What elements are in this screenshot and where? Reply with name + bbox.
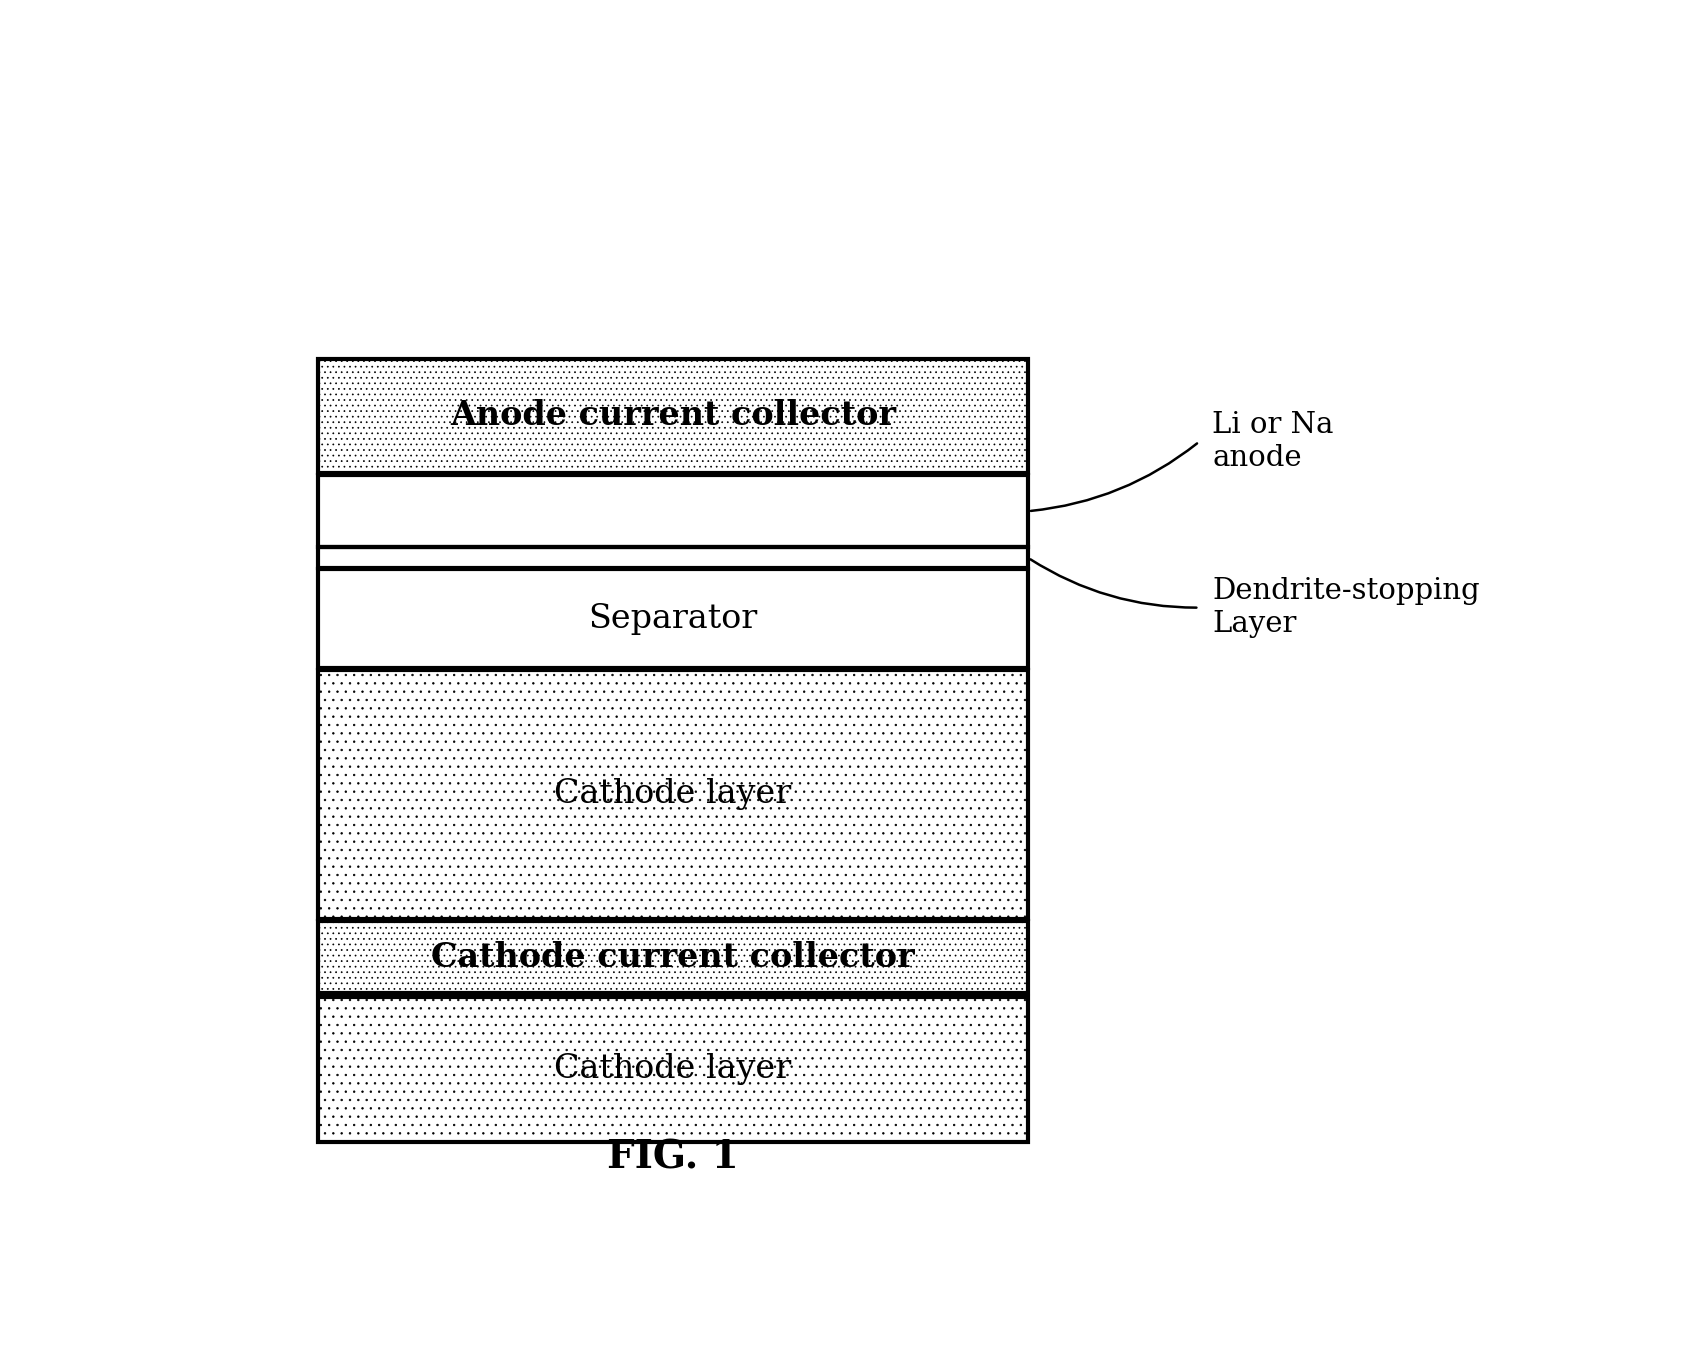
Bar: [318, 570, 1029, 668]
Text: Cathode current collector: Cathode current collector: [431, 940, 915, 974]
Bar: [318, 358, 1029, 473]
Bar: [318, 669, 1029, 919]
Bar: [318, 358, 1029, 473]
Bar: [318, 475, 1029, 547]
Bar: [318, 669, 1029, 919]
Text: Anode current collector: Anode current collector: [450, 399, 897, 432]
Bar: [318, 997, 1029, 1142]
Bar: [318, 547, 1029, 568]
Bar: [318, 358, 1029, 473]
Bar: [318, 997, 1029, 1142]
Bar: [318, 547, 1029, 568]
Bar: [318, 997, 1029, 1142]
Text: Separator: Separator: [588, 602, 757, 634]
Text: Cathode layer: Cathode layer: [554, 779, 791, 811]
Bar: [318, 921, 1029, 994]
Bar: [318, 570, 1029, 668]
Text: FIG. 1: FIG. 1: [606, 1138, 739, 1176]
Text: Cathode layer: Cathode layer: [554, 1053, 791, 1086]
Bar: [318, 921, 1029, 994]
Bar: [318, 475, 1029, 547]
Text: Dendrite-stopping
Layer: Dendrite-stopping Layer: [1212, 578, 1481, 638]
Bar: [318, 921, 1029, 994]
Bar: [318, 547, 1029, 568]
Text: Li or Na
anode: Li or Na anode: [1212, 411, 1335, 471]
Bar: [318, 475, 1029, 547]
Bar: [318, 669, 1029, 919]
